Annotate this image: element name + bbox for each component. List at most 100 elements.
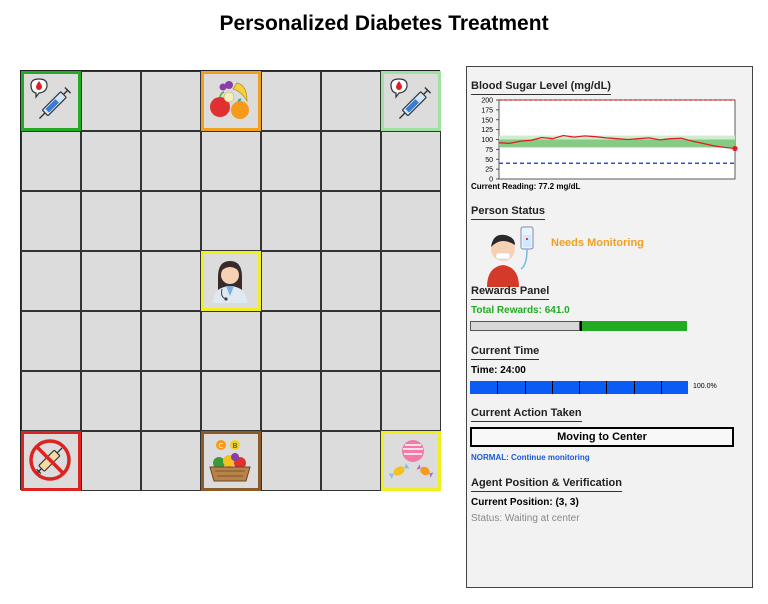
time-tick <box>552 381 553 394</box>
grid-cell <box>141 311 201 371</box>
time-tick <box>525 381 526 394</box>
doctor-icon <box>213 261 247 303</box>
grid-cell <box>261 131 321 191</box>
grid-cell <box>381 431 441 491</box>
grid-cell <box>321 191 381 251</box>
rewards-bar-track <box>470 321 580 331</box>
grid-cell <box>201 71 261 131</box>
grid-cell <box>261 311 321 371</box>
agent-status: Status: Waiting at center <box>471 513 580 524</box>
current-reading-point <box>732 145 738 152</box>
y-tick-label: 75 <box>485 147 493 154</box>
info-panel: Blood Sugar Level (mg/dL) 200 175 150 125 10… <box>466 66 753 588</box>
y-tick-label: 25 <box>485 167 493 174</box>
grid-cell <box>81 431 141 491</box>
game-grid: C B <box>20 70 441 491</box>
grid-cell <box>81 251 141 311</box>
y-tick-label: 200 <box>481 98 493 105</box>
time-tick <box>606 381 607 394</box>
grid-cell: C B <box>201 431 261 491</box>
grid-cell <box>321 431 381 491</box>
grid-cell <box>21 251 81 311</box>
grid-cell <box>21 131 81 191</box>
y-tick-label: 50 <box>485 157 493 164</box>
grid-cell <box>261 71 321 131</box>
grid-cell <box>81 371 141 431</box>
grid-cell <box>21 371 81 431</box>
grid-cell <box>141 251 201 311</box>
time-percent: 100.0% <box>693 383 717 390</box>
grid-cell <box>381 311 441 371</box>
grid-cell <box>381 371 441 431</box>
action-heading: Current Action Taken <box>471 407 582 422</box>
y-tick-label: 175 <box>481 107 493 114</box>
grid-cell <box>21 191 81 251</box>
insulin-syringe-icon <box>30 78 72 120</box>
grid-cell <box>141 371 201 431</box>
y-tick-label: 150 <box>481 117 493 124</box>
grid-cell <box>381 131 441 191</box>
grid-cell <box>81 71 141 131</box>
time-tick <box>661 381 662 394</box>
rewards-heading: Rewards Panel <box>471 285 550 300</box>
inner-band <box>499 139 735 148</box>
grid-cell <box>141 431 201 491</box>
person-status-value: Needs Monitoring <box>551 237 644 249</box>
fruit-basket-icon <box>210 81 249 119</box>
action-value: Moving to Center <box>470 427 734 447</box>
grid-cell <box>261 191 321 251</box>
svg-text:C: C <box>219 442 224 450</box>
grid-cell <box>201 191 261 251</box>
agent-heading: Agent Position & Verification <box>471 477 622 492</box>
rewards-bar-fill <box>580 321 687 331</box>
page-title: Personalized Diabetes Treatment <box>219 12 549 35</box>
y-tick-label: 0 <box>489 177 493 184</box>
grid-cell <box>381 191 441 251</box>
grid-cell <box>141 131 201 191</box>
grid-cell <box>261 251 321 311</box>
rewards-total: Total Rewards: 641.0 <box>471 305 570 316</box>
grid-cell <box>381 251 441 311</box>
grid-cell <box>321 311 381 371</box>
blood-sugar-series-line <box>498 134 736 150</box>
y-tick-label: 100 <box>481 137 493 144</box>
grid-cell <box>321 131 381 191</box>
grid-cell <box>261 371 321 431</box>
blood-sugar-chart: 200 175 150 125 100 75 50 25 0 <box>481 98 738 184</box>
time-tick <box>634 381 635 394</box>
grid-cell <box>21 311 81 371</box>
agent-position: Current Position: (3, 3) <box>471 497 579 508</box>
blood-sugar-heading: Blood Sugar Level (mg/dL) <box>471 80 611 95</box>
grid-cell <box>321 251 381 311</box>
svg-text:B: B <box>233 442 238 450</box>
grid-cell <box>201 131 261 191</box>
grid-cell <box>81 191 141 251</box>
grid-cell <box>21 71 81 131</box>
grid-cell <box>261 431 321 491</box>
vegetable-basket-icon: C B <box>209 440 251 482</box>
grid-cell <box>21 431 81 491</box>
grid-cell <box>81 131 141 191</box>
time-heading: Current Time <box>471 345 540 360</box>
grid-cell <box>321 71 381 131</box>
patient-icon <box>487 226 534 287</box>
time-tick <box>497 381 498 394</box>
grid-cell <box>141 191 201 251</box>
time-tick <box>579 381 580 394</box>
grid-cell <box>201 311 261 371</box>
y-tick-label: 125 <box>481 127 493 134</box>
grid-cell <box>201 251 261 311</box>
time-progress-bar <box>470 381 688 394</box>
no-syringe-icon <box>29 439 71 481</box>
action-mode: NORMAL: Continue monitoring <box>471 453 590 462</box>
current-reading: Current Reading: 77.2 mg/dL <box>471 182 581 191</box>
time-label: Time: 24:00 <box>471 365 526 376</box>
person-status-heading: Person Status <box>471 205 545 220</box>
grid-cell <box>321 371 381 431</box>
grid-cell <box>81 311 141 371</box>
grid-cell <box>201 371 261 431</box>
grid-cell <box>381 71 441 131</box>
candy-icon <box>388 440 433 482</box>
grid-cell <box>141 71 201 131</box>
insulin-syringe-icon <box>390 78 432 120</box>
